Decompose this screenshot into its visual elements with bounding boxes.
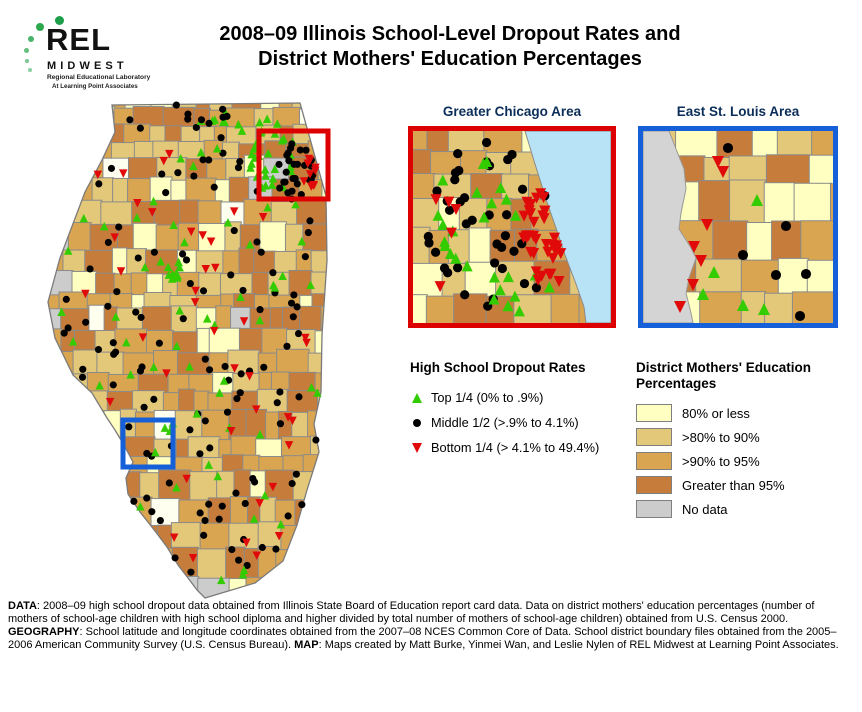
source-note-label-map: MAP	[294, 639, 319, 651]
education-legend-title-line-2: Percentages	[636, 376, 717, 391]
logo-acronym: REL	[46, 22, 111, 57]
circle-icon	[413, 418, 421, 427]
source-note-label-data: DATA	[8, 600, 37, 612]
legend-item-bottom-quarter: Bottom 1/4 (> 4.1% to 49.4%)	[410, 435, 632, 460]
mothers-education-legend: District Mothers' Education Percentages …	[636, 360, 856, 521]
page-title: 2008–09 Illinois School-Level Dropout Ra…	[150, 22, 750, 72]
legend-item-middle-half: Middle 1/2 (>.9% to 4.1%)	[410, 410, 632, 435]
title-line-1: 2008–09 Illinois School-Level Dropout Ra…	[219, 23, 681, 45]
logo-dot	[24, 48, 30, 54]
chicago-inset-map	[408, 126, 616, 328]
source-note-text-map: : Maps created by Matt Burke, Yinmei Wan…	[318, 639, 839, 651]
dropout-rates-legend: High School Dropout Rates Top 1/4 (0% to…	[410, 360, 632, 460]
legend-item-top-quarter: Top 1/4 (0% to .9%)	[410, 385, 632, 410]
legend-item-greater-95: Greater than 95%	[636, 473, 856, 497]
legend-item-80-or-less: 80% or less	[636, 401, 856, 425]
legend-item-label: Middle 1/2 (>.9% to 4.1%)	[431, 415, 579, 430]
logo-dot	[28, 36, 35, 43]
color-swatch	[636, 404, 672, 422]
chicago-extent-box	[256, 128, 331, 202]
east-st-louis-inset-map	[638, 126, 838, 328]
legend-item-label: No data	[682, 501, 728, 517]
chicago-inset-title: Greater Chicago Area	[442, 104, 582, 119]
no-data-region	[643, 131, 697, 323]
color-swatch	[636, 476, 672, 494]
triangle-down-icon	[412, 442, 422, 453]
rel-midwest-logo: REL MIDWEST Regional Educational Laborat…	[22, 10, 152, 94]
illinois-map-svg	[47, 101, 331, 599]
legend-item-label: Greater than 95%	[682, 477, 785, 493]
legend-item-no-data: No data	[636, 497, 856, 521]
source-note-text-geography: : School latitude and longitude coordina…	[8, 626, 837, 651]
color-swatch	[636, 452, 672, 470]
legend-item-label: Top 1/4 (0% to .9%)	[431, 390, 544, 405]
school-markers	[423, 137, 567, 317]
legend-item-label: >80% to 90%	[682, 429, 760, 445]
title-line-2: District Mothers' Education Percentages	[258, 48, 642, 70]
legend-item-label: >90% to 95%	[682, 453, 760, 469]
logo-dot	[36, 23, 44, 31]
logo-dot	[25, 59, 30, 64]
chicago-inset-svg	[413, 131, 611, 323]
color-swatch	[636, 500, 672, 518]
logo-dot	[28, 68, 32, 72]
color-swatch	[636, 428, 672, 446]
east-st-louis-inset-title: East St. Louis Area	[676, 104, 800, 119]
illinois-state-map	[35, 92, 335, 606]
education-legend-title: District Mothers' Education Percentages	[636, 360, 856, 392]
school-markers	[674, 142, 812, 322]
logo-subtitle-2: At Learning Point Associates	[52, 83, 138, 90]
legend-item-label: 80% or less	[682, 405, 750, 421]
source-note: DATA: 2008–09 high school dropout data o…	[8, 600, 856, 652]
legend-item-90-to-95: >90% to 95%	[636, 449, 856, 473]
east-st-louis-extent-box	[120, 417, 176, 470]
source-note-text-data: : 2008–09 high school dropout data obtai…	[8, 600, 815, 625]
dropout-legend-title: High School Dropout Rates	[410, 360, 586, 375]
logo-subtitle-1: Regional Educational Laboratory	[47, 74, 151, 81]
education-legend-title-line-1: District Mothers' Education	[636, 360, 811, 375]
logo-region: MIDWEST	[47, 60, 128, 72]
legend-item-80-to-90: >80% to 90%	[636, 425, 856, 449]
east-st-louis-inset-svg	[643, 131, 833, 323]
triangle-up-icon	[412, 392, 422, 403]
legend-item-label: Bottom 1/4 (> 4.1% to 49.4%)	[431, 440, 600, 455]
logo-dot	[55, 16, 64, 25]
source-note-label-geography: GEOGRAPHY	[8, 626, 80, 638]
